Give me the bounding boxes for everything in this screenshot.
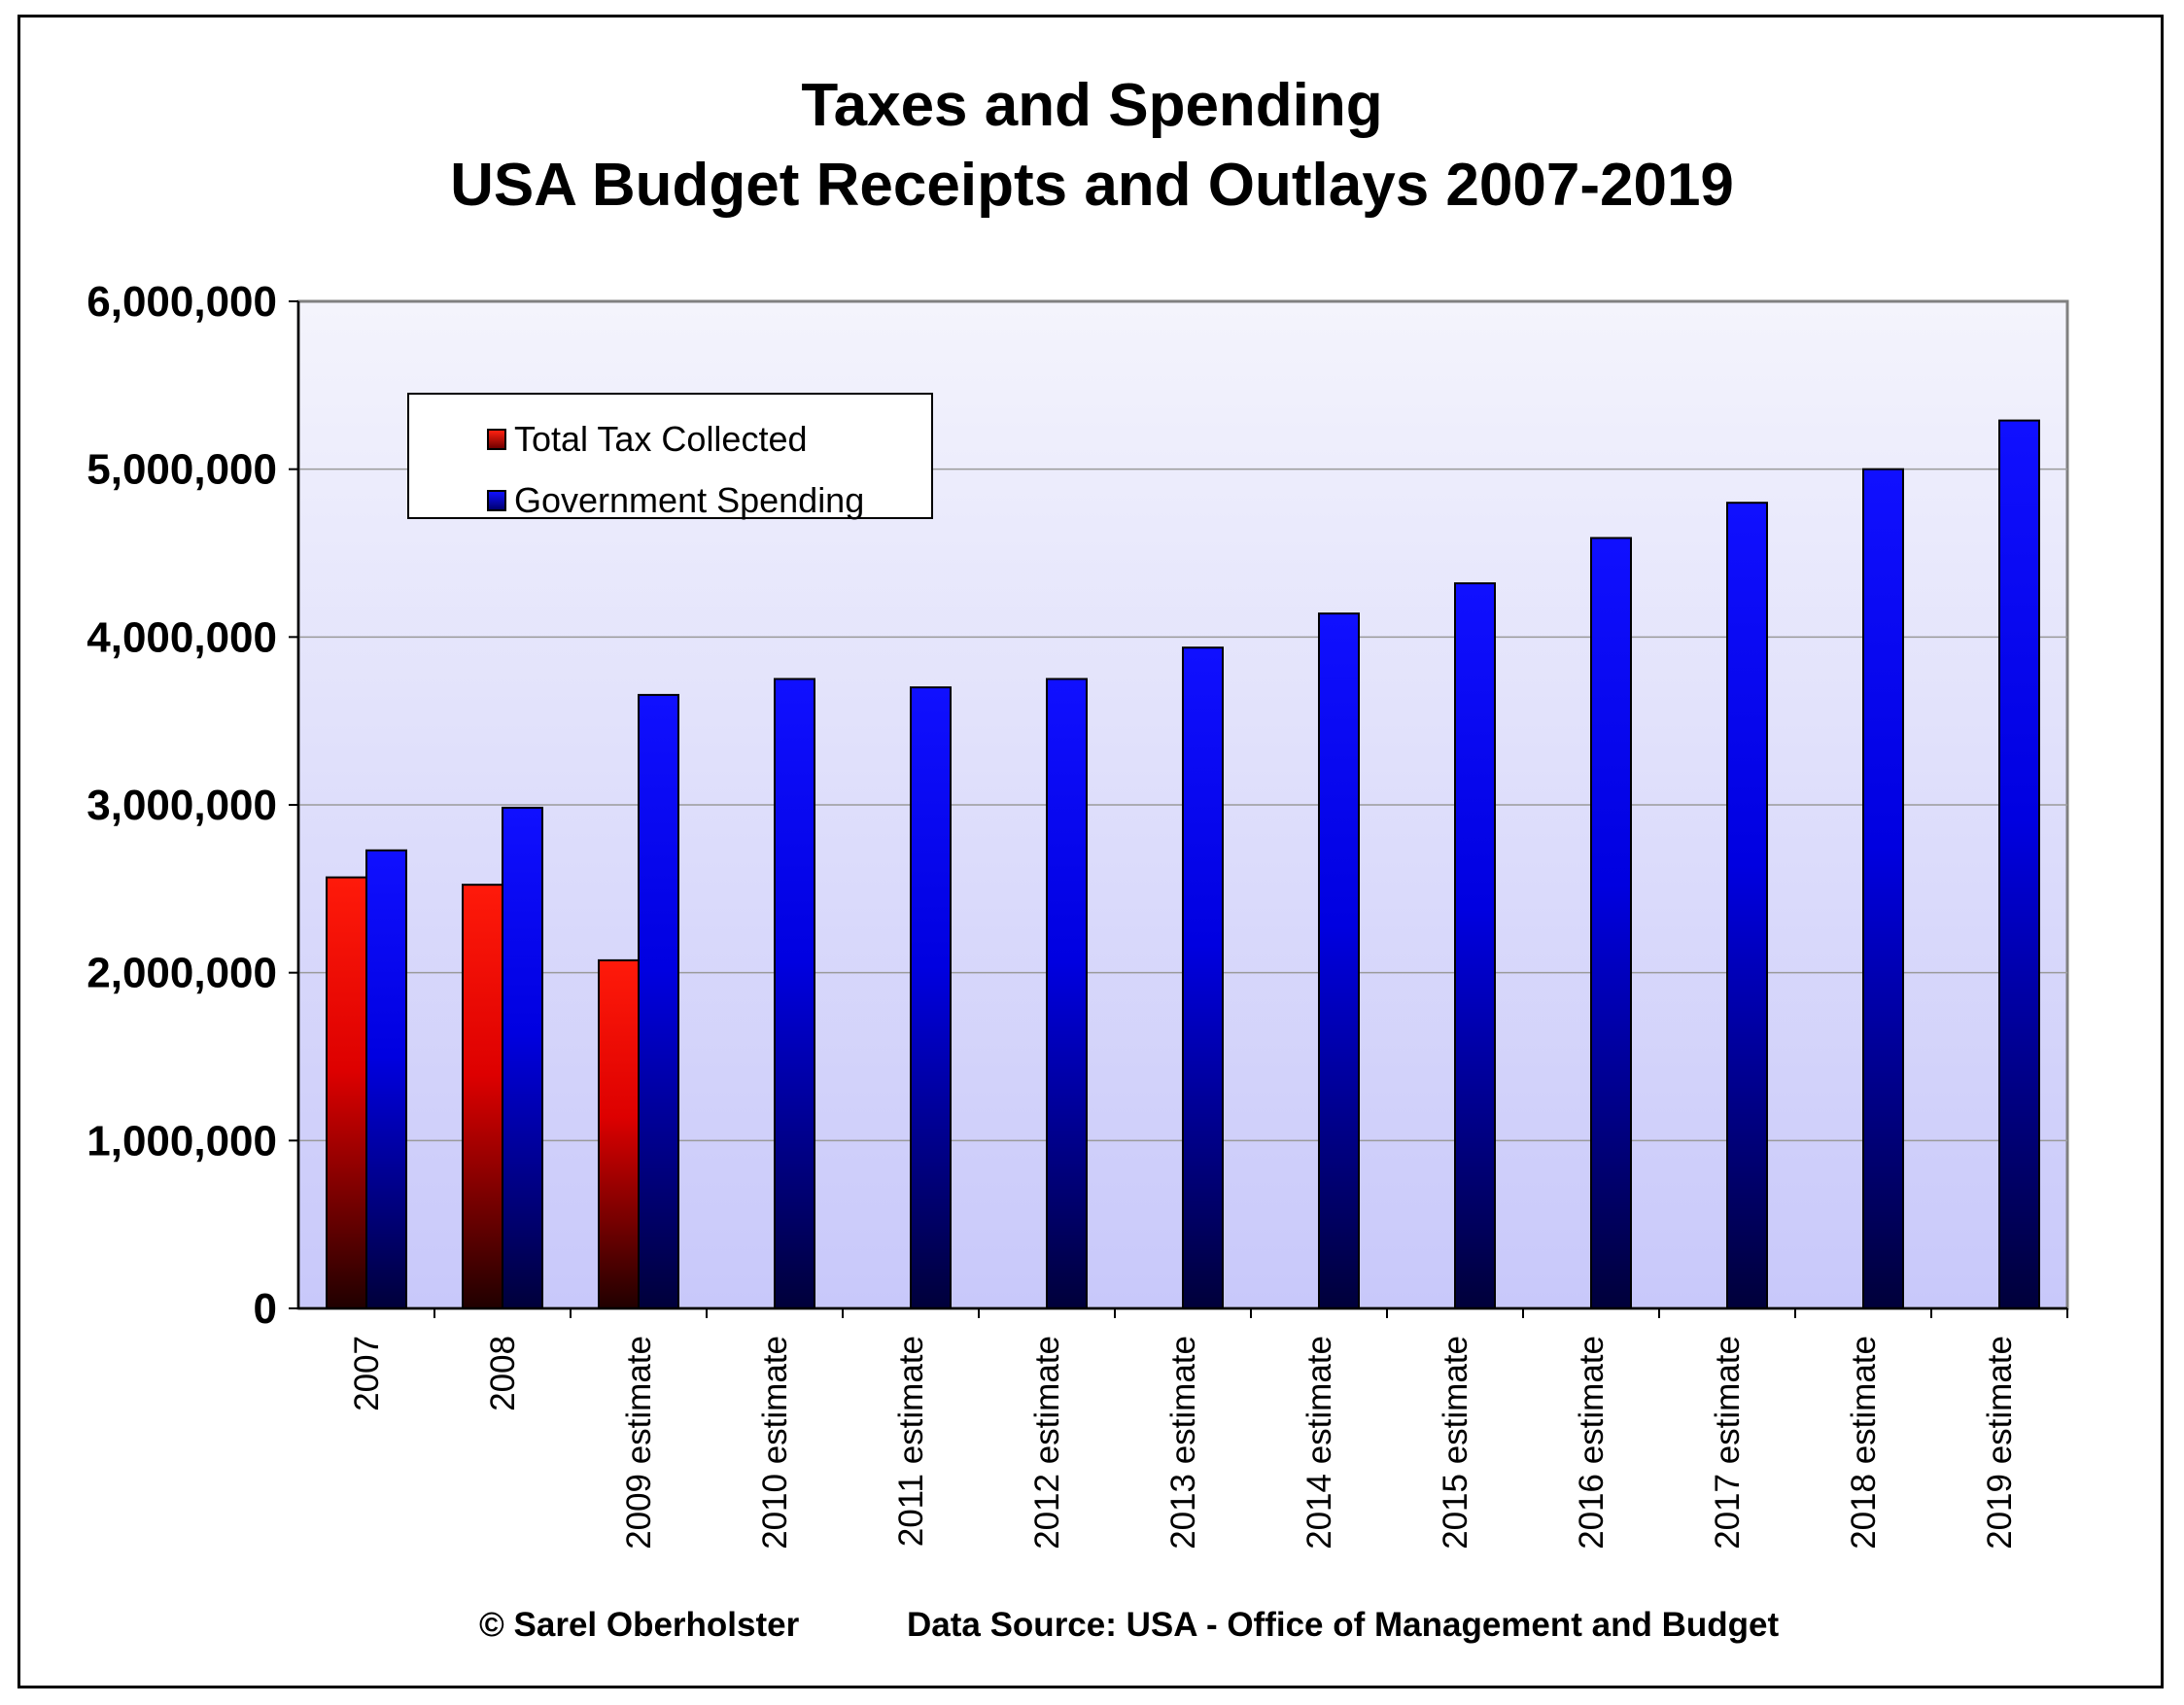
chart-subtitle: USA Budget Receipts and Outlays 2007-201… xyxy=(450,152,1734,219)
y-tick-label: 1,000,000 xyxy=(87,1117,277,1165)
bar-spending-2008 xyxy=(502,806,543,1309)
x-tick-label: 2007 xyxy=(348,1336,386,1411)
x-tick-label: 2012 estimate xyxy=(1028,1336,1066,1549)
y-tick-label: 0 xyxy=(254,1285,277,1333)
bar-spending-2013-estimate xyxy=(1182,646,1224,1309)
bar-spending-2009-estimate xyxy=(638,693,679,1309)
x-tick-label: 2014 estimate xyxy=(1300,1336,1338,1549)
legend-swatch-tax xyxy=(487,429,506,450)
bar-spending-2010-estimate xyxy=(774,678,815,1309)
bar-spending-2011-estimate xyxy=(910,686,952,1309)
x-axis-ticks: 2007 2008 2009 estimate 2010 estimate 2011 e… xyxy=(348,1336,2019,1549)
x-tick-label: 2017 estimate xyxy=(1709,1336,1747,1549)
y-tick-label: 2,000,000 xyxy=(87,950,277,997)
y-tick-label: 3,000,000 xyxy=(87,782,277,829)
legend-label-tax: Total Tax Collected xyxy=(514,419,808,459)
y-tick-label: 4,000,000 xyxy=(87,613,277,661)
bar-spending-2016-estimate xyxy=(1590,537,1632,1309)
legend: Total Tax Collected Government Spending xyxy=(407,393,933,520)
axes xyxy=(289,300,2068,1318)
x-tick-label: 2016 estimate xyxy=(1573,1336,1611,1549)
chart-title: Taxes and Spending xyxy=(801,72,1383,139)
legend-item-tax: Total Tax Collected xyxy=(487,419,808,459)
y-tick-label: 5,000,000 xyxy=(87,446,277,494)
bars xyxy=(326,419,2040,1309)
x-tick-label: 2015 estimate xyxy=(1437,1336,1474,1549)
legend-item-spending: Government Spending xyxy=(487,480,865,520)
footer: © Sarel Oberholster Data Source: USA - O… xyxy=(0,1606,2184,1654)
bar-spending-2017-estimate xyxy=(1726,502,1768,1309)
x-tick-label: 2018 estimate xyxy=(1845,1336,1883,1549)
legend-swatch-spending xyxy=(487,490,506,511)
bar-spending-2015-estimate xyxy=(1454,582,1496,1309)
x-tick-label: 2009 estimate xyxy=(620,1336,658,1549)
bar-spending-2019-estimate xyxy=(1998,419,2040,1309)
bar-spending-2014-estimate xyxy=(1318,612,1360,1309)
legend-label-spending: Government Spending xyxy=(514,480,865,520)
x-tick-label: 2010 estimate xyxy=(756,1336,794,1549)
bar-spending-2007 xyxy=(365,849,407,1309)
bar-tax-2007 xyxy=(326,876,367,1309)
x-tick-label: 2013 estimate xyxy=(1164,1336,1202,1549)
bar-tax-2009-estimate xyxy=(598,958,640,1309)
x-tick-label: 2008 xyxy=(484,1336,522,1411)
bar-spending-2018-estimate xyxy=(1862,468,1904,1309)
x-tick-label: 2019 estimate xyxy=(1981,1336,2019,1549)
copyright-credit: © Sarel Oberholster xyxy=(479,1606,800,1644)
bar-tax-2008 xyxy=(462,884,503,1309)
data-source: Data Source: USA - Office of Management … xyxy=(907,1606,1780,1644)
x-tick-label: 2011 estimate xyxy=(892,1336,930,1547)
y-axis-ticks: 0 1,000,000 2,000,000 3,000,000 4,000,000 5,0… xyxy=(87,278,277,1333)
y-tick-label: 6,000,000 xyxy=(87,278,277,326)
bar-spending-2012-estimate xyxy=(1046,678,1088,1309)
